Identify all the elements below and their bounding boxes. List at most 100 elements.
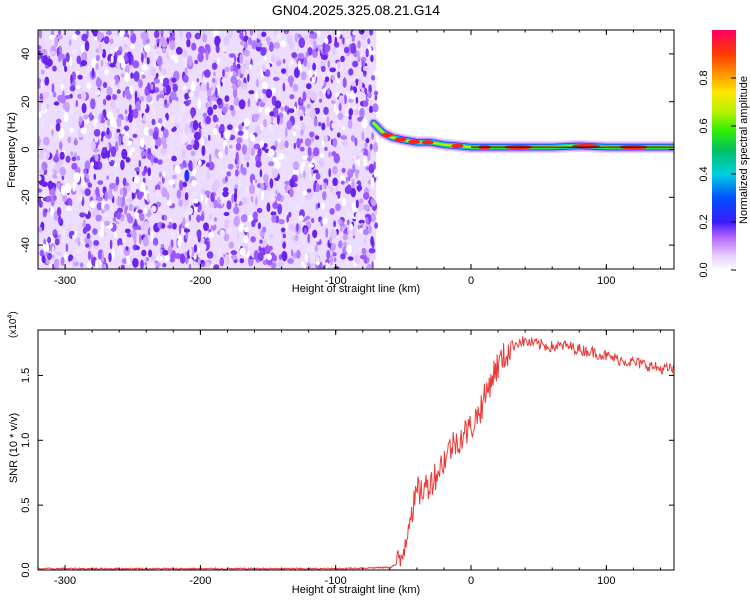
noise-speckle bbox=[360, 254, 365, 260]
noise-speckle bbox=[55, 122, 61, 132]
noise-speckle bbox=[219, 256, 225, 267]
noise-speckle bbox=[332, 137, 338, 148]
noise-speckle bbox=[291, 52, 298, 59]
noise-speckle bbox=[109, 48, 116, 53]
noise-speckle bbox=[234, 184, 239, 189]
noise-speckle bbox=[373, 259, 378, 269]
noise-speckle bbox=[130, 72, 134, 79]
noise-speckle bbox=[287, 60, 292, 69]
noise-speckle bbox=[208, 134, 211, 141]
noise-speckle bbox=[245, 185, 250, 195]
noise-speckle bbox=[148, 208, 151, 216]
noise-speckle bbox=[193, 198, 199, 204]
noise-speckle bbox=[140, 259, 144, 269]
noise-speckle bbox=[300, 129, 304, 136]
noise-speckle bbox=[254, 186, 261, 194]
noise-speckle bbox=[95, 54, 100, 62]
noise-speckle bbox=[352, 163, 355, 173]
noise-speckle bbox=[132, 197, 139, 207]
noise-speckle bbox=[182, 148, 186, 159]
noise-speckle bbox=[303, 56, 308, 67]
noise-speckle bbox=[162, 47, 167, 54]
noise-speckle bbox=[116, 211, 122, 220]
noise-speckle bbox=[108, 252, 112, 263]
noise-speckle bbox=[218, 266, 226, 269]
noise-speckle bbox=[367, 92, 372, 99]
noise-speckle bbox=[52, 78, 59, 84]
noise-speckle bbox=[231, 84, 236, 90]
noise-speckle bbox=[116, 117, 123, 128]
noise-speckle bbox=[144, 44, 151, 53]
snr-panel: -300 -200 -100 0 100 0.0 0.5 1.0 1.5 Height of s… bbox=[7, 311, 675, 596]
noise-speckle bbox=[372, 103, 379, 113]
noise-speckle bbox=[316, 257, 320, 262]
noise-speckle bbox=[97, 249, 102, 260]
noise-speckle bbox=[38, 175, 42, 181]
colorbar: 0.0 0.2 0.4 0.6 0.8 Normalized spectral ampl… bbox=[698, 30, 750, 278]
noise-speckle bbox=[236, 79, 242, 87]
noise-speckle bbox=[344, 106, 350, 115]
noise-speckle bbox=[84, 237, 88, 244]
noise-speckle bbox=[228, 53, 236, 58]
noise-speckle bbox=[129, 126, 136, 134]
noise-speckle bbox=[190, 150, 196, 157]
noise-speckle bbox=[138, 160, 142, 168]
noise-speckle bbox=[65, 52, 70, 63]
noise-speckle bbox=[248, 37, 252, 46]
noise-speckle bbox=[321, 65, 326, 72]
noise-speckle bbox=[269, 111, 275, 117]
noise-speckle bbox=[188, 214, 192, 222]
noise-speckle bbox=[310, 91, 317, 101]
noise-speckle bbox=[281, 68, 287, 74]
noise-speckle bbox=[309, 108, 316, 120]
noise-speckle bbox=[153, 78, 160, 84]
noise-speckle bbox=[260, 124, 264, 130]
snr-xlabel: Height of straight line (km) bbox=[292, 584, 420, 596]
noise-speckle bbox=[266, 51, 272, 60]
noise-speckle bbox=[211, 77, 216, 84]
noise-speckle bbox=[344, 37, 351, 45]
noise-speckle bbox=[342, 233, 348, 241]
noise-speckle bbox=[236, 197, 240, 205]
noise-speckle bbox=[200, 30, 207, 34]
noise-speckle bbox=[337, 191, 341, 200]
noise-speckle bbox=[293, 67, 300, 79]
y-tick-label: 0.0 bbox=[20, 562, 32, 577]
noise-speckle bbox=[327, 60, 331, 68]
noise-speckle bbox=[185, 232, 189, 239]
noise-speckle bbox=[297, 109, 304, 118]
noise-speckle bbox=[342, 37, 345, 45]
noise-speckle bbox=[269, 178, 274, 189]
noise-speckle bbox=[305, 215, 311, 220]
noise-speckle bbox=[354, 254, 360, 264]
noise-speckle bbox=[255, 78, 259, 88]
noise-speckle bbox=[91, 161, 94, 167]
noise-speckle bbox=[96, 202, 103, 211]
noise-speckle bbox=[224, 176, 228, 183]
noise-speckle bbox=[72, 33, 78, 40]
noise-speckle bbox=[140, 101, 147, 111]
noise-speckle bbox=[234, 126, 239, 134]
noise-speckle bbox=[224, 219, 230, 230]
noise-speckle bbox=[322, 217, 328, 225]
noise-speckle bbox=[356, 50, 360, 61]
noise-speckle bbox=[154, 184, 161, 191]
noise-speckle bbox=[106, 127, 110, 136]
noise-speckle bbox=[57, 34, 63, 40]
noise-speckle bbox=[57, 215, 62, 225]
noise-speckle bbox=[296, 138, 301, 149]
noise-speckle bbox=[278, 218, 285, 225]
noise-speckle bbox=[347, 119, 353, 129]
noise-speckle bbox=[161, 187, 168, 198]
noise-speckle bbox=[259, 239, 263, 244]
noise-speckle bbox=[248, 184, 256, 195]
noise-speckle bbox=[140, 181, 146, 193]
noise-speckle bbox=[169, 258, 175, 263]
noise-speckle bbox=[223, 233, 230, 242]
noise-speckle bbox=[172, 174, 177, 180]
noise-speckle bbox=[264, 148, 270, 153]
noise-speckle bbox=[166, 84, 171, 95]
noise-speckle bbox=[353, 154, 357, 163]
noise-speckle bbox=[114, 121, 117, 128]
